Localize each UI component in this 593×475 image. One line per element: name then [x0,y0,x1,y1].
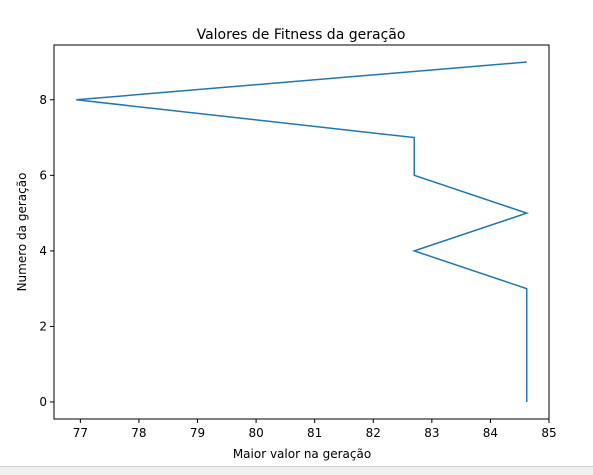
x-tick-label: 85 [541,426,556,440]
x-tick-label: 83 [424,426,439,440]
y-tick-label: 2 [39,319,47,333]
x-tick-label: 80 [248,426,263,440]
y-axis-label: Numero da geração [15,173,29,292]
x-tick-label: 79 [190,426,205,440]
x-tick-label: 77 [73,426,88,440]
x-tick-label: 82 [366,426,381,440]
y-tick-label: 0 [39,395,47,409]
y-tick-label: 8 [39,93,47,107]
x-tick-label: 84 [483,426,498,440]
y-tick-label: 4 [39,244,47,258]
y-tick-label: 6 [39,168,47,182]
chart-title: Valores de Fitness da geração [197,27,406,43]
x-axis-label: Maior valor na geração [233,447,371,461]
x-tick-label: 81 [307,426,322,440]
x-tick-label: 78 [131,426,146,440]
